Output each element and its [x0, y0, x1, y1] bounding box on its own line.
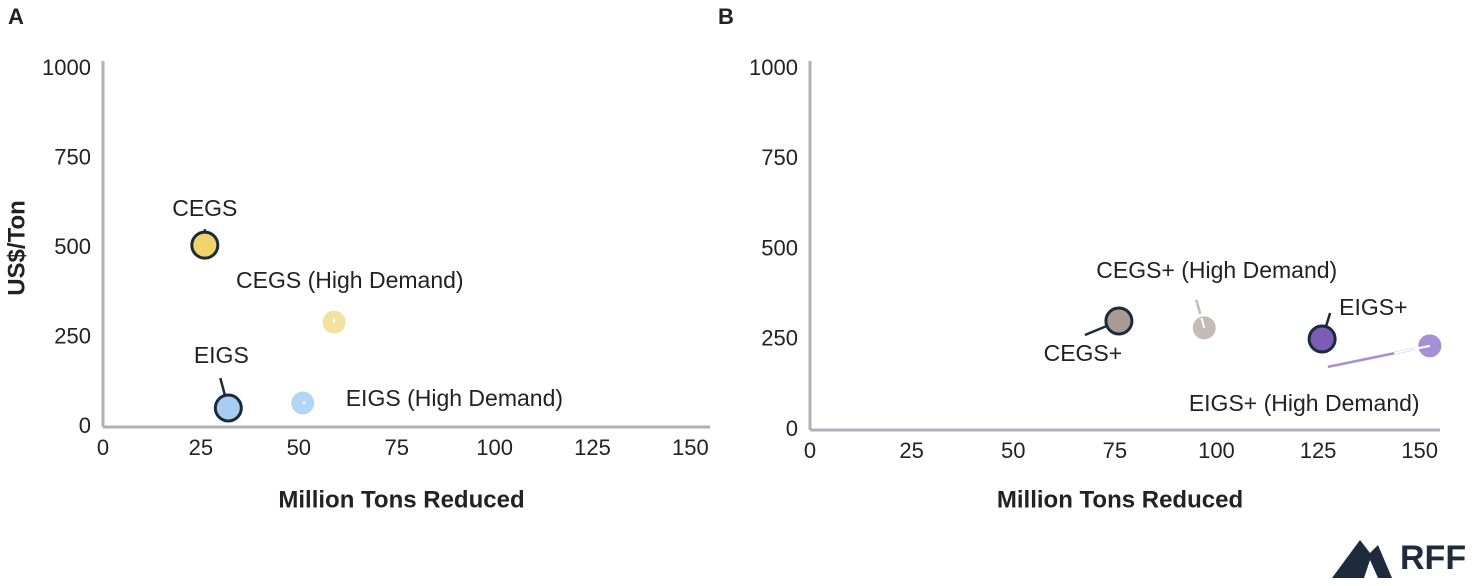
leader-line — [1393, 344, 1431, 355]
y-tick-label: 0 — [786, 416, 798, 441]
x-tick-label: 150 — [672, 435, 709, 460]
point-label: CEGS+ (High Demand) — [1096, 257, 1337, 283]
point — [190, 230, 220, 260]
point-label: CEGS+ — [1044, 340, 1123, 366]
y-tick-label: 1000 — [42, 55, 91, 80]
x-tick-label: 125 — [574, 435, 611, 460]
leader-line — [302, 401, 306, 404]
logo: RFF — [1332, 539, 1466, 578]
x-axis-label: Million Tons Reduced — [278, 486, 524, 513]
panel-label: B — [718, 4, 734, 29]
y-tick-label: 750 — [761, 145, 798, 170]
x-tick-label: 25 — [189, 435, 213, 460]
x-tick-label: 25 — [899, 438, 923, 463]
point — [1104, 306, 1134, 336]
x-tick-label: 50 — [287, 435, 311, 460]
x-axis-label: Million Tons Reduced — [997, 486, 1243, 513]
point — [213, 393, 243, 423]
x-tick-label: 75 — [384, 435, 408, 460]
point-label: CEGS (High Demand) — [236, 267, 464, 293]
point-label: EIGS (High Demand) — [346, 385, 563, 411]
x-tick-label: 100 — [1198, 438, 1235, 463]
y-tick-label: 250 — [761, 326, 798, 351]
y-axis-label: US$/Ton — [3, 200, 30, 296]
x-tick-label: 150 — [1401, 438, 1438, 463]
point-label: EIGS+ (High Demand) — [1189, 390, 1420, 416]
y-tick-label: 1000 — [749, 55, 798, 80]
y-tick-label: 0 — [79, 413, 91, 438]
point-label: CEGS — [172, 195, 237, 221]
y-tick-label: 250 — [54, 323, 91, 348]
x-tick-label: 100 — [476, 435, 513, 460]
x-tick-label: 50 — [1001, 438, 1025, 463]
x-tick-label: 125 — [1300, 438, 1337, 463]
x-tick-label: 75 — [1103, 438, 1127, 463]
panel-label: A — [8, 4, 24, 29]
y-tick-label: 750 — [54, 144, 91, 169]
point-label: EIGS+ — [1339, 294, 1407, 320]
y-tick-label: 500 — [54, 234, 91, 259]
point — [1307, 324, 1337, 354]
logo-text: RFF — [1400, 539, 1466, 577]
y-tick-label: 500 — [761, 235, 798, 260]
leader-line — [1200, 317, 1206, 329]
point-label: EIGS — [194, 342, 249, 368]
x-tick-label: 0 — [97, 435, 109, 460]
x-tick-label: 0 — [804, 438, 816, 463]
logo-mark — [1332, 540, 1392, 578]
